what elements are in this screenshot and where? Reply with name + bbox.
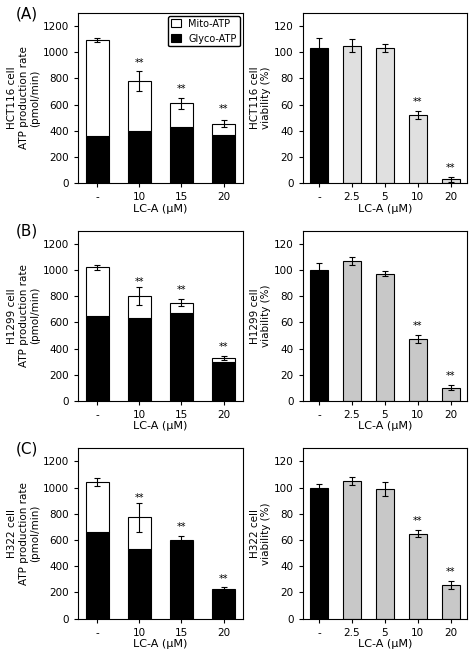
Bar <box>343 481 361 619</box>
Bar <box>310 487 328 619</box>
Bar <box>86 41 109 136</box>
Bar <box>343 46 361 183</box>
Bar <box>343 260 361 401</box>
Y-axis label: H322 cell
viability (%): H322 cell viability (%) <box>249 502 271 565</box>
Bar <box>212 358 235 361</box>
Bar <box>170 302 193 313</box>
Bar <box>212 361 235 401</box>
Text: **: ** <box>177 522 186 532</box>
Bar <box>170 540 193 541</box>
X-axis label: LC-A (μM): LC-A (μM) <box>358 639 412 649</box>
Text: **: ** <box>135 277 144 287</box>
Text: **: ** <box>177 84 186 94</box>
Bar <box>128 517 151 549</box>
Bar <box>86 267 109 316</box>
Bar <box>128 549 151 619</box>
Y-axis label: H322 cell
ATP production rate
(pmol/min): H322 cell ATP production rate (pmol/min) <box>7 482 40 585</box>
Text: **: ** <box>413 321 422 331</box>
Bar <box>128 81 151 131</box>
X-axis label: LC-A (μM): LC-A (μM) <box>358 203 412 214</box>
Text: **: ** <box>446 567 456 577</box>
Text: (B): (B) <box>16 224 38 239</box>
Text: (A): (A) <box>16 6 38 21</box>
Y-axis label: H1299 cell
ATP production rate
(pmol/min): H1299 cell ATP production rate (pmol/min… <box>7 264 40 367</box>
Bar <box>212 590 235 619</box>
Legend: Mito-ATP, Glyco-ATP: Mito-ATP, Glyco-ATP <box>168 16 240 47</box>
Bar <box>86 531 109 619</box>
Text: **: ** <box>219 342 228 352</box>
Bar <box>441 179 460 183</box>
Bar <box>441 584 460 619</box>
Bar <box>409 115 427 183</box>
Text: **: ** <box>135 493 144 503</box>
Text: **: ** <box>446 163 456 173</box>
Y-axis label: HCT116 cell
ATP production rate
(pmol/min): HCT116 cell ATP production rate (pmol/mi… <box>7 47 40 150</box>
Bar <box>441 388 460 401</box>
X-axis label: LC-A (μM): LC-A (μM) <box>358 421 412 431</box>
Bar <box>128 296 151 318</box>
X-axis label: LC-A (μM): LC-A (μM) <box>133 639 188 649</box>
Bar <box>310 49 328 183</box>
Bar <box>170 127 193 183</box>
Text: **: ** <box>413 516 422 525</box>
Bar <box>212 123 235 134</box>
Text: **: ** <box>446 371 456 381</box>
Text: **: ** <box>177 285 186 295</box>
Bar <box>409 533 427 619</box>
Bar <box>86 136 109 183</box>
Bar <box>376 489 394 619</box>
Bar <box>86 316 109 401</box>
Bar <box>170 103 193 127</box>
Bar <box>170 541 193 619</box>
Bar <box>86 482 109 531</box>
Text: (C): (C) <box>16 441 38 457</box>
Bar <box>128 318 151 401</box>
Y-axis label: H1299 cell
viability (%): H1299 cell viability (%) <box>249 285 271 347</box>
Text: **: ** <box>219 574 228 584</box>
X-axis label: LC-A (μM): LC-A (μM) <box>133 421 188 431</box>
Bar <box>170 313 193 401</box>
Bar <box>128 131 151 183</box>
Bar <box>212 134 235 183</box>
Bar <box>376 49 394 183</box>
Bar <box>409 339 427 401</box>
Text: **: ** <box>413 97 422 107</box>
Text: **: ** <box>135 58 144 68</box>
X-axis label: LC-A (μM): LC-A (μM) <box>133 203 188 214</box>
Bar <box>310 270 328 401</box>
Bar <box>376 274 394 401</box>
Bar <box>212 588 235 590</box>
Y-axis label: HCT116 cell
viability (%): HCT116 cell viability (%) <box>249 67 271 129</box>
Text: **: ** <box>219 104 228 113</box>
